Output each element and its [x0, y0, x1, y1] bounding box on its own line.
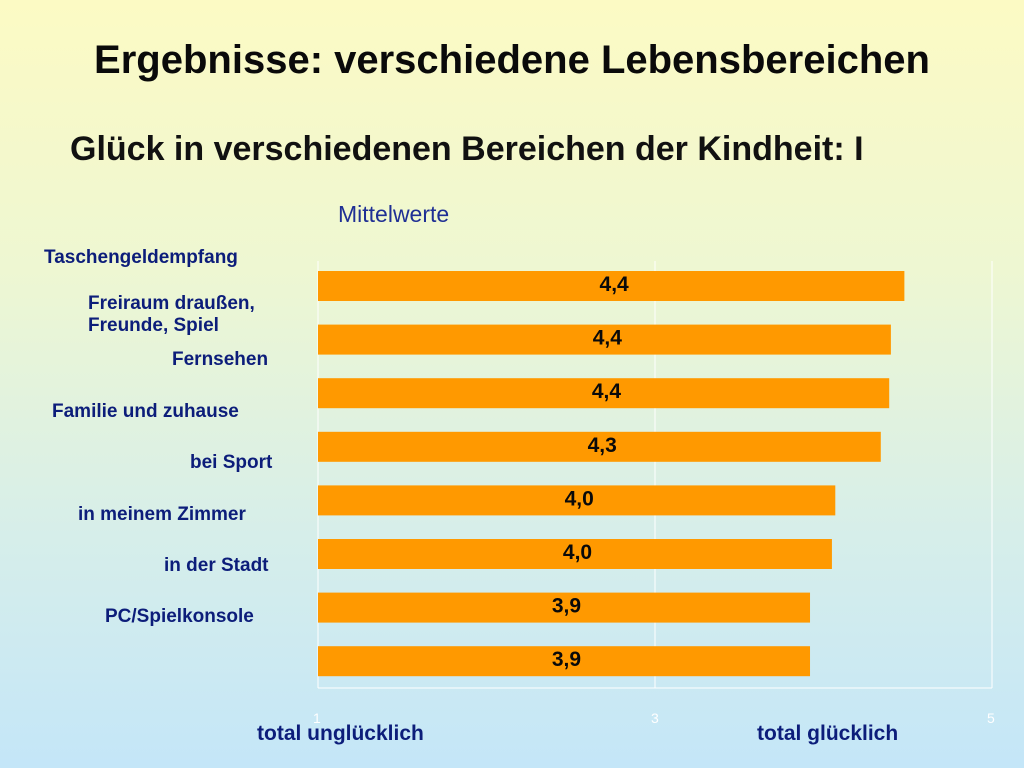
category-label: Taschengeldempfang	[44, 247, 238, 268]
bar-value-label: 3,9	[552, 648, 581, 671]
bar	[318, 378, 890, 409]
bar-value-label: 4,3	[588, 434, 617, 457]
bar	[318, 271, 905, 301]
category-label: in der Stadt	[164, 555, 269, 576]
x-tick-label: 3	[651, 710, 659, 726]
category-label: Fernsehen	[172, 349, 269, 370]
bar-value-label: 4,4	[592, 380, 622, 403]
x-tick-label: 5	[987, 710, 995, 726]
category-label: in meinem Zimmer	[78, 504, 246, 525]
category-label: bei Sport	[190, 452, 273, 473]
bar	[318, 431, 881, 462]
category-label: PC/Spielkonsole	[105, 606, 254, 627]
bar-value-label: 4,4	[593, 327, 623, 350]
bar-value-label: 4,4	[600, 273, 630, 296]
x-tick-label: 1	[313, 710, 321, 726]
category-label: Freiraum draußen, Freunde, Spiel	[88, 293, 255, 336]
category-label: Familie und zuhause	[52, 401, 239, 422]
bar	[318, 485, 836, 516]
series-label: Mittelwerte	[338, 201, 450, 227]
bar-value-label: 3,9	[552, 595, 581, 618]
chart-subtitle: Glück in verschiedenen Bereichen der Kin…	[70, 130, 864, 168]
bar-value-label: 4,0	[565, 487, 594, 510]
x-axis-right-label: total glücklich	[757, 722, 899, 745]
bar	[318, 592, 811, 623]
bar	[318, 324, 891, 355]
bar-value-label: 4,0	[563, 541, 592, 564]
x-axis-left-label: total unglücklich	[257, 722, 424, 745]
bar	[318, 539, 832, 569]
page-title: Ergebnisse: verschiedene Lebensbereichen	[94, 38, 930, 82]
bar	[318, 646, 811, 677]
